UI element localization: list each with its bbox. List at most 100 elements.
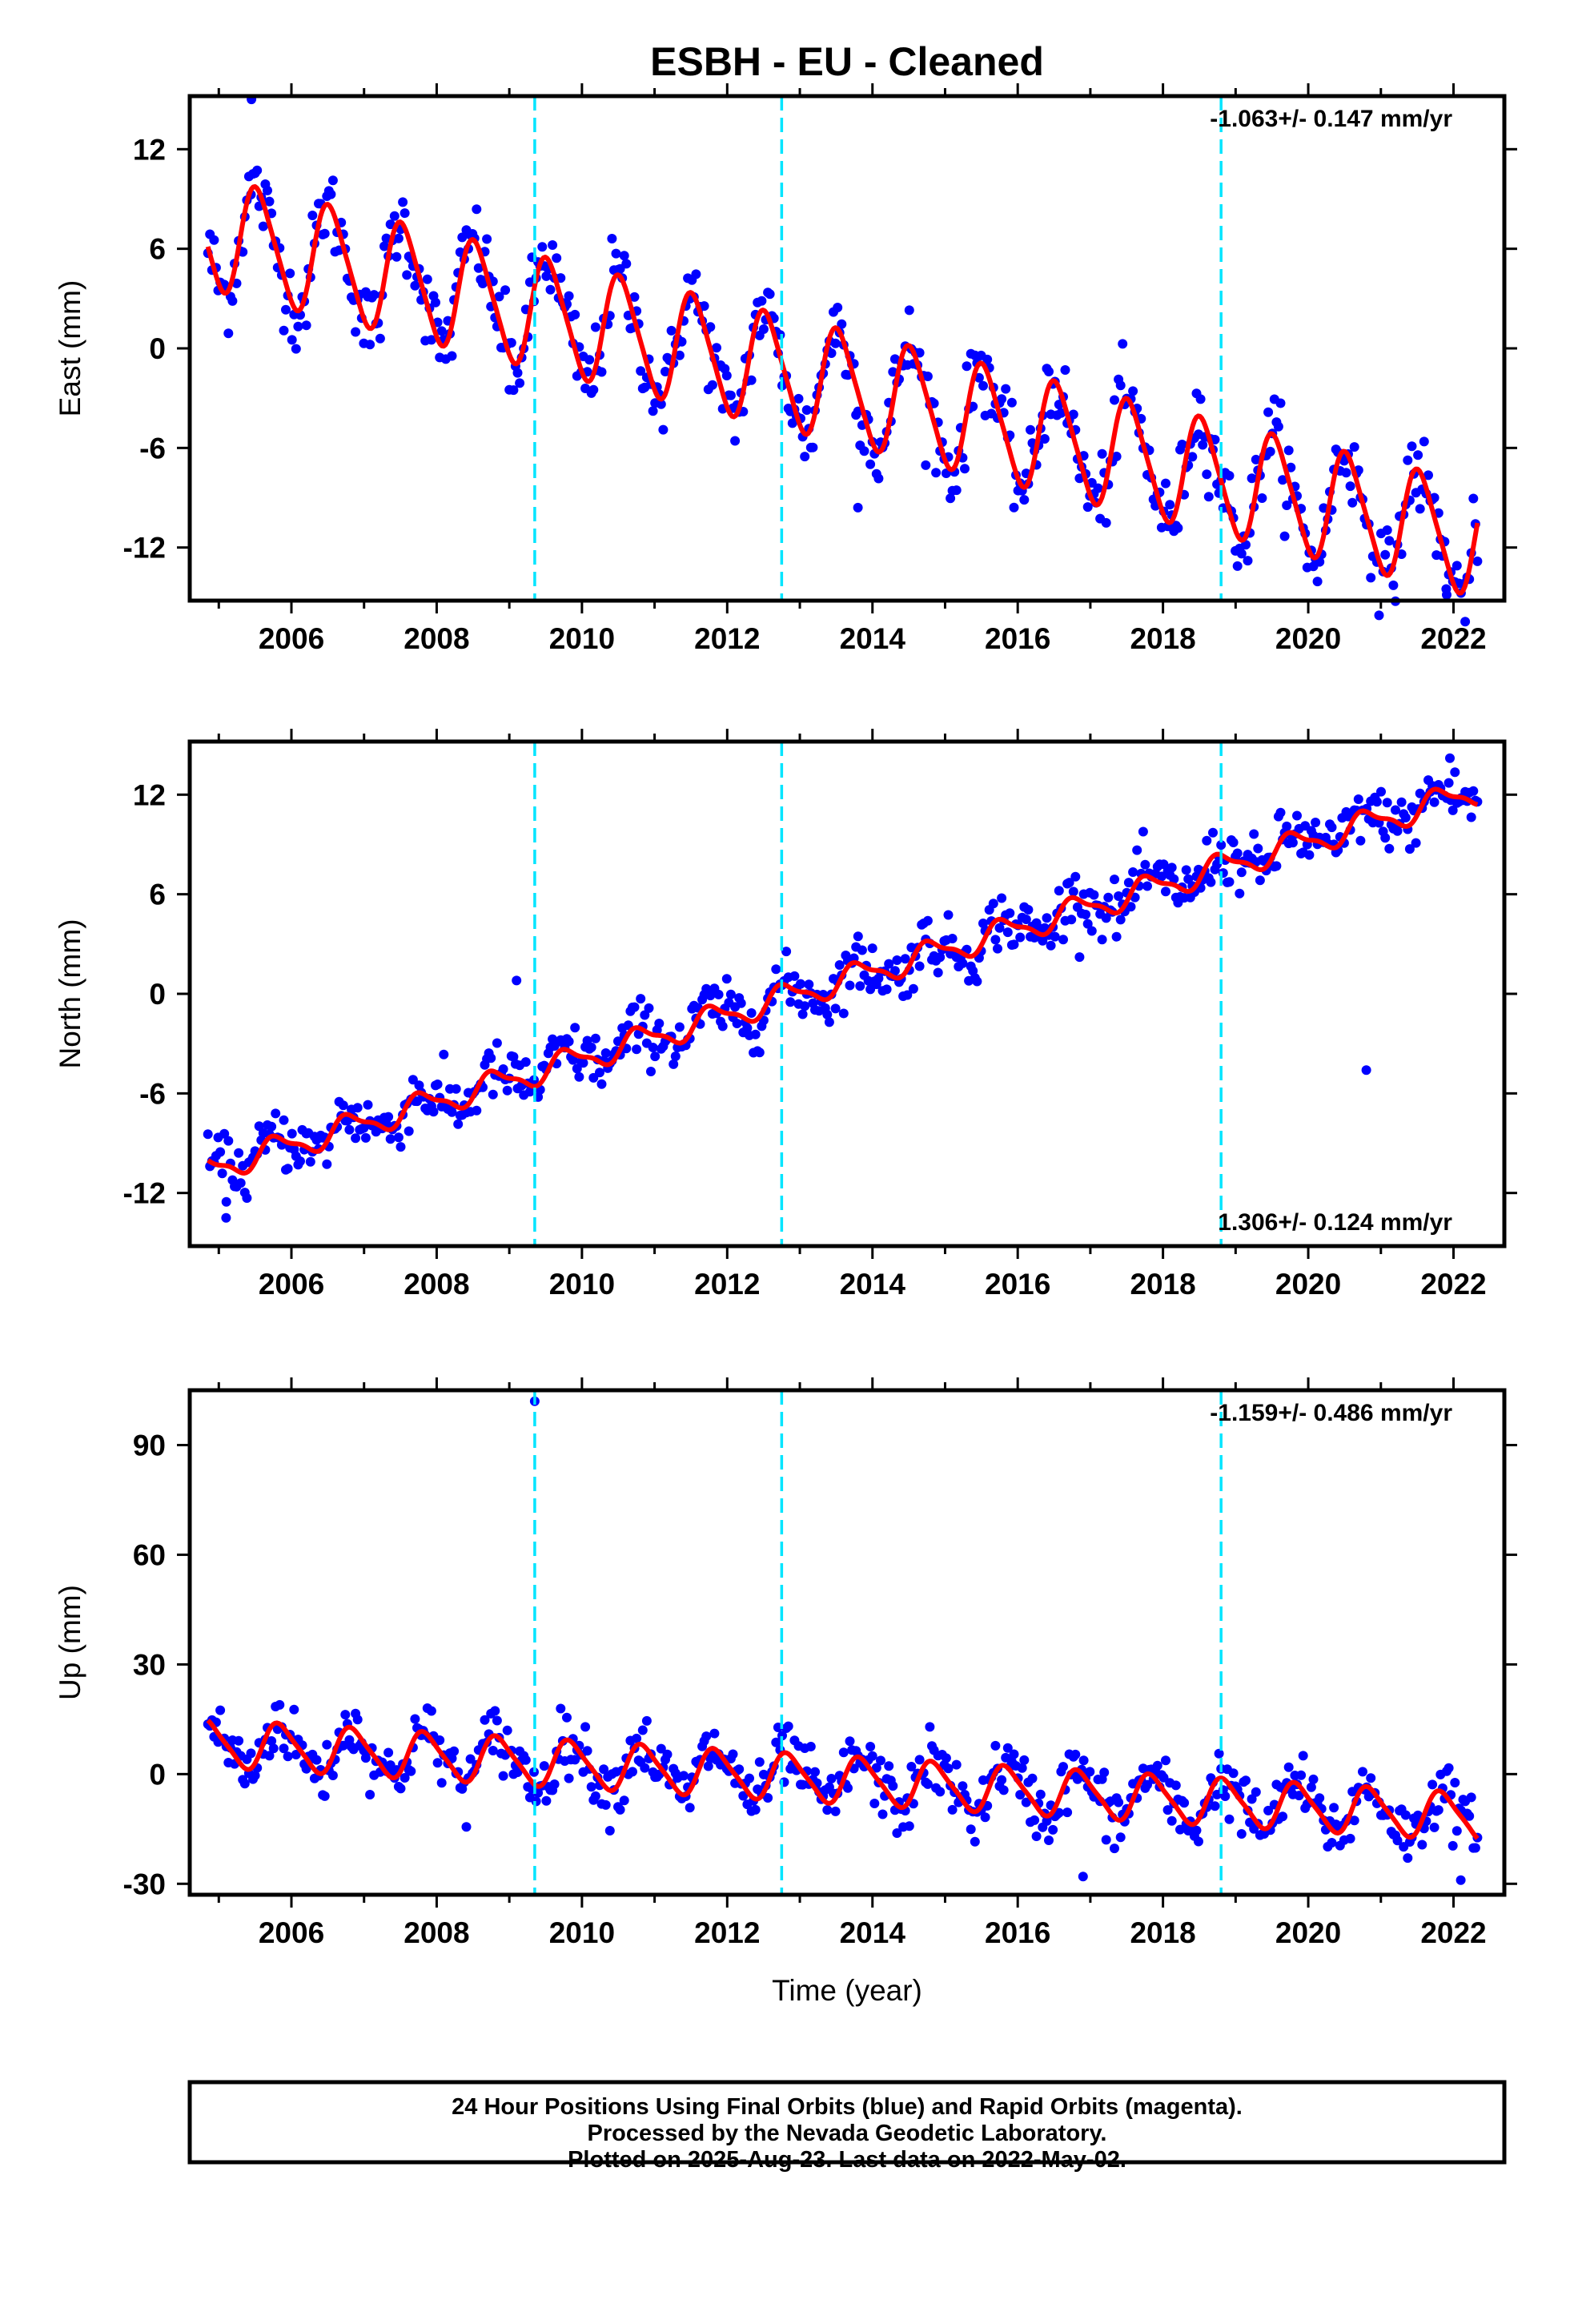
data-point	[223, 1136, 234, 1146]
data-point	[1241, 540, 1251, 550]
data-point	[570, 309, 580, 320]
x-tick-label: 2006	[259, 1268, 324, 1301]
data-point	[319, 228, 330, 239]
panels: 2006 2008 2010 2012 2014 2016 2018 2020 20221260…	[54, 83, 1517, 2007]
data-point	[1210, 1801, 1220, 1811]
data-point	[628, 1767, 637, 1777]
data-point	[1384, 536, 1395, 546]
data-point	[966, 1824, 976, 1835]
data-point	[1039, 434, 1050, 444]
data-point	[699, 301, 709, 312]
data-point	[578, 1058, 588, 1068]
data-point	[391, 251, 402, 262]
data-point	[746, 375, 757, 385]
data-point	[482, 234, 492, 244]
outlier-point	[512, 975, 522, 986]
data-point	[1341, 468, 1351, 478]
outlier-point	[1441, 584, 1452, 594]
data-point	[217, 1168, 227, 1179]
data-point	[209, 235, 219, 245]
data-point	[490, 1706, 500, 1716]
data-point	[1224, 471, 1235, 480]
data-point	[291, 1750, 301, 1759]
data-point	[451, 1084, 461, 1094]
data-point	[884, 959, 894, 969]
data-point	[549, 1779, 560, 1789]
data-point	[736, 998, 746, 1008]
data-point	[1327, 1838, 1337, 1848]
data-point	[707, 380, 717, 390]
data-point	[1366, 1773, 1376, 1783]
x-tick-label: 2022	[1420, 622, 1486, 655]
data-point	[845, 1736, 855, 1747]
outlier-point	[1078, 1872, 1088, 1882]
data-point	[498, 1064, 508, 1074]
data-point	[1114, 891, 1124, 901]
data-point	[604, 1826, 615, 1835]
data-point	[705, 322, 716, 332]
data-point	[564, 1773, 574, 1783]
data-point	[607, 234, 617, 243]
data-point	[400, 1773, 410, 1783]
data-point	[800, 452, 810, 462]
data-point	[1126, 902, 1136, 912]
data-point	[1166, 862, 1177, 873]
data-point	[1423, 470, 1433, 480]
data-point	[1247, 1794, 1257, 1804]
data-point	[922, 1779, 933, 1789]
data-point	[990, 1740, 1001, 1751]
data-point	[1044, 1835, 1054, 1845]
data-point	[1404, 844, 1415, 854]
data-point	[562, 1712, 572, 1723]
data-point	[877, 1809, 888, 1819]
data-point	[268, 1743, 279, 1754]
data-point	[958, 1781, 968, 1791]
data-point	[1015, 1790, 1026, 1800]
data-point	[889, 966, 900, 976]
data-point	[234, 1148, 244, 1158]
data-point	[1195, 394, 1206, 404]
data-point	[746, 1008, 757, 1018]
data-point	[385, 219, 396, 230]
data-point	[520, 1755, 531, 1765]
data-point	[1110, 395, 1119, 405]
data-point	[1062, 1807, 1073, 1818]
data-point	[834, 960, 845, 970]
data-point	[1216, 840, 1227, 850]
data-point	[1382, 525, 1392, 535]
data-point	[1224, 1814, 1235, 1824]
data-point	[1347, 497, 1358, 508]
data-point	[1232, 848, 1243, 858]
data-point	[287, 1128, 297, 1139]
data-point	[997, 1775, 1007, 1785]
data-point	[742, 1023, 753, 1033]
data-point	[275, 1699, 285, 1710]
data-point	[871, 1763, 881, 1773]
data-point	[436, 326, 447, 336]
data-point	[599, 1764, 609, 1775]
data-point	[641, 1715, 652, 1726]
data-point	[801, 405, 812, 415]
data-point	[1283, 1762, 1294, 1772]
data-point	[797, 1009, 808, 1019]
data-point	[1279, 531, 1290, 541]
data-point	[352, 1103, 363, 1113]
data-point	[904, 305, 914, 316]
data-point	[705, 991, 716, 1001]
footer-frame	[187, 2080, 1507, 2165]
data-point	[215, 1705, 226, 1715]
data-point	[539, 1761, 549, 1771]
data-points-2	[203, 753, 1483, 1223]
data-point	[1123, 878, 1134, 888]
data-point	[679, 1771, 689, 1781]
data-point	[1202, 469, 1212, 480]
data-point	[1382, 798, 1392, 808]
data-point	[264, 196, 275, 207]
data-point	[572, 1063, 582, 1074]
data-point	[1349, 442, 1359, 452]
data-point	[1054, 1807, 1064, 1818]
data-point	[1009, 1749, 1019, 1759]
y-axis-label: North (mm)	[54, 919, 86, 1068]
data-point	[1228, 1768, 1239, 1779]
